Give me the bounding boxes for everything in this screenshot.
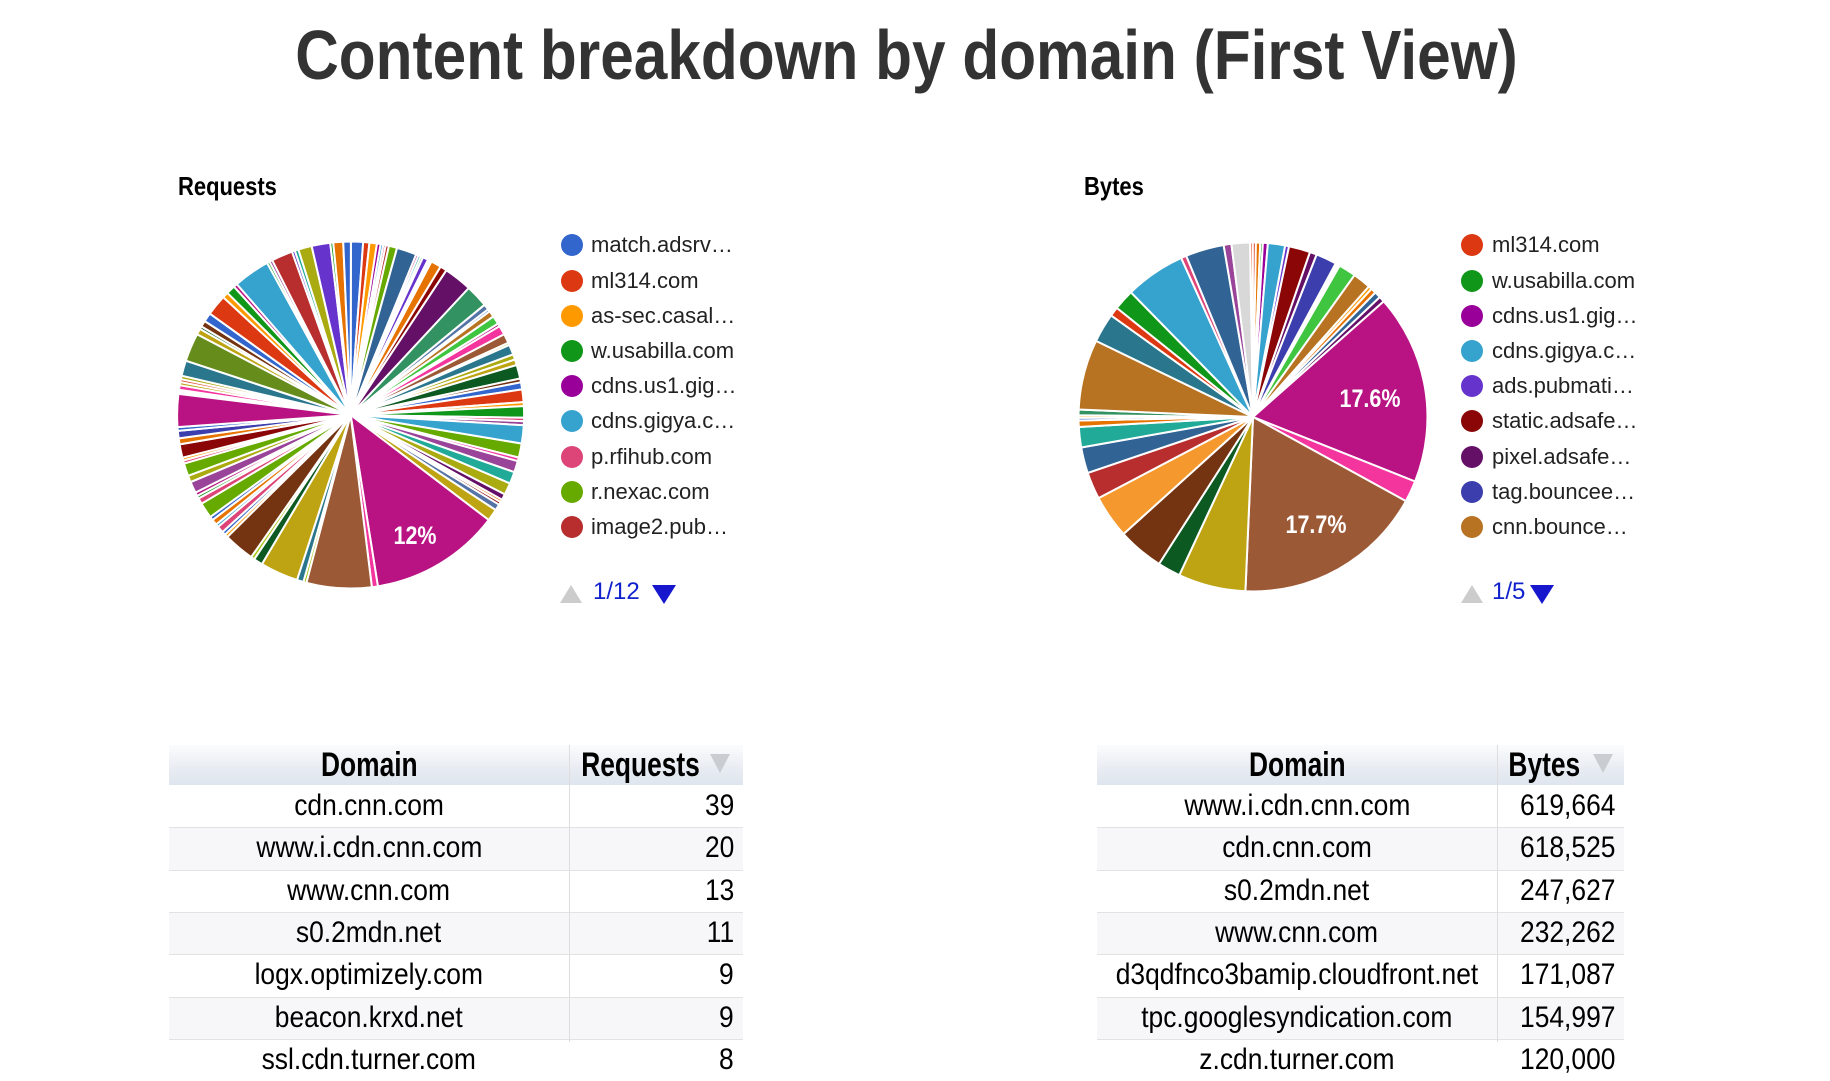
svg-text:12%: 12% xyxy=(394,522,437,550)
svg-text:17.7%: 17.7% xyxy=(1286,511,1347,539)
svg-text:17.6%: 17.6% xyxy=(1340,385,1401,413)
